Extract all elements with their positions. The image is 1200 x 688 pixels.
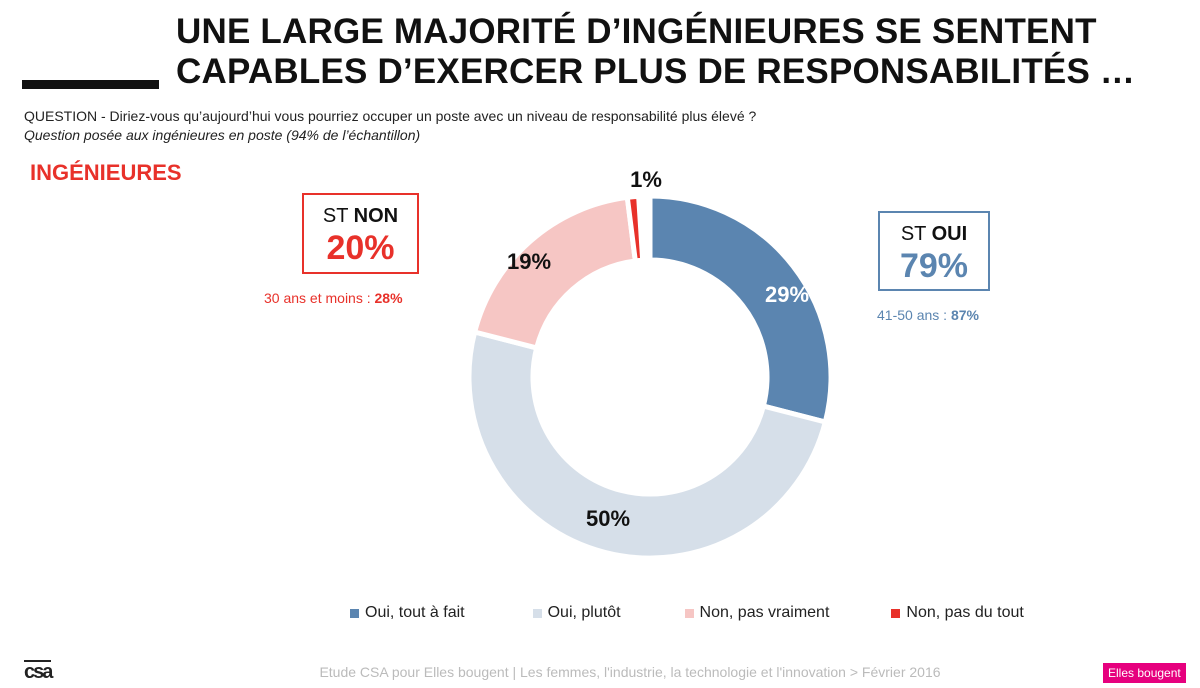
question-text: QUESTION - Diriez-vous qu’aujourd’hui vo… xyxy=(24,108,757,124)
st-oui-value: 79% xyxy=(899,247,969,285)
slice-label: 19% xyxy=(506,249,552,274)
title-bar-decoration xyxy=(22,80,159,89)
slice-label: 29% xyxy=(764,282,810,307)
legend: Oui, tout à fait Oui, plutôt Non, pas vrai… xyxy=(350,604,1024,622)
legend-label: Non, pas vraiment xyxy=(699,604,830,621)
csa-logo: csa xyxy=(24,660,53,683)
legend-swatch xyxy=(891,608,901,618)
legend-label: Oui, tout à fait xyxy=(365,604,465,621)
donut-slice-1 xyxy=(647,193,834,426)
st-oui-subtext: 41-50 ans : 87% xyxy=(877,307,979,323)
st-non-value: 20% xyxy=(326,229,395,267)
st-non-subtext: 30 ans et moins : 28% xyxy=(264,290,403,306)
donut-slice-3 xyxy=(471,194,639,351)
legend-item: Non, pas vraiment xyxy=(684,604,830,622)
legend-item: Oui, tout à fait xyxy=(350,604,465,622)
legend-swatch xyxy=(350,608,359,618)
st-non-box: ST NON 20% xyxy=(302,193,419,274)
group-label: INGÉNIEURES xyxy=(30,160,182,185)
slice-label: 1% xyxy=(630,167,662,192)
donut-slice-4 xyxy=(624,193,646,264)
legend-swatch xyxy=(532,608,542,618)
legend-label: Oui, plutôt xyxy=(547,604,621,621)
question-note: Question posée aux ingénieures en poste … xyxy=(24,127,421,143)
title-line-1: UNE LARGE MAJORITÉ D’INGÉNIEURES SE SENT… xyxy=(176,12,1097,51)
st-oui-box: ST OUI 79% xyxy=(878,211,990,291)
title-line-2: CAPABLES D’EXERCER PLUS DE RESPONSABILIT… xyxy=(176,52,1136,91)
footer-text: Etude CSA pour Elles bougent | Les femme… xyxy=(319,664,941,680)
st-oui-label: ST OUI xyxy=(900,223,968,245)
page-title: UNE LARGE MAJORITÉ D’INGÉNIEURES SE SENT… xyxy=(176,12,1135,92)
legend-item: Non, pas du tout xyxy=(891,604,1024,622)
elles-bougent-logo: Elles bougent xyxy=(1103,663,1186,683)
legend-item: Oui, plutôt xyxy=(532,604,621,622)
slice-label: 50% xyxy=(585,506,631,531)
legend-label: Non, pas du tout xyxy=(906,604,1024,621)
legend-swatch xyxy=(684,608,694,618)
st-non-label: ST NON xyxy=(322,205,399,227)
donut-slice-2 xyxy=(466,328,829,561)
